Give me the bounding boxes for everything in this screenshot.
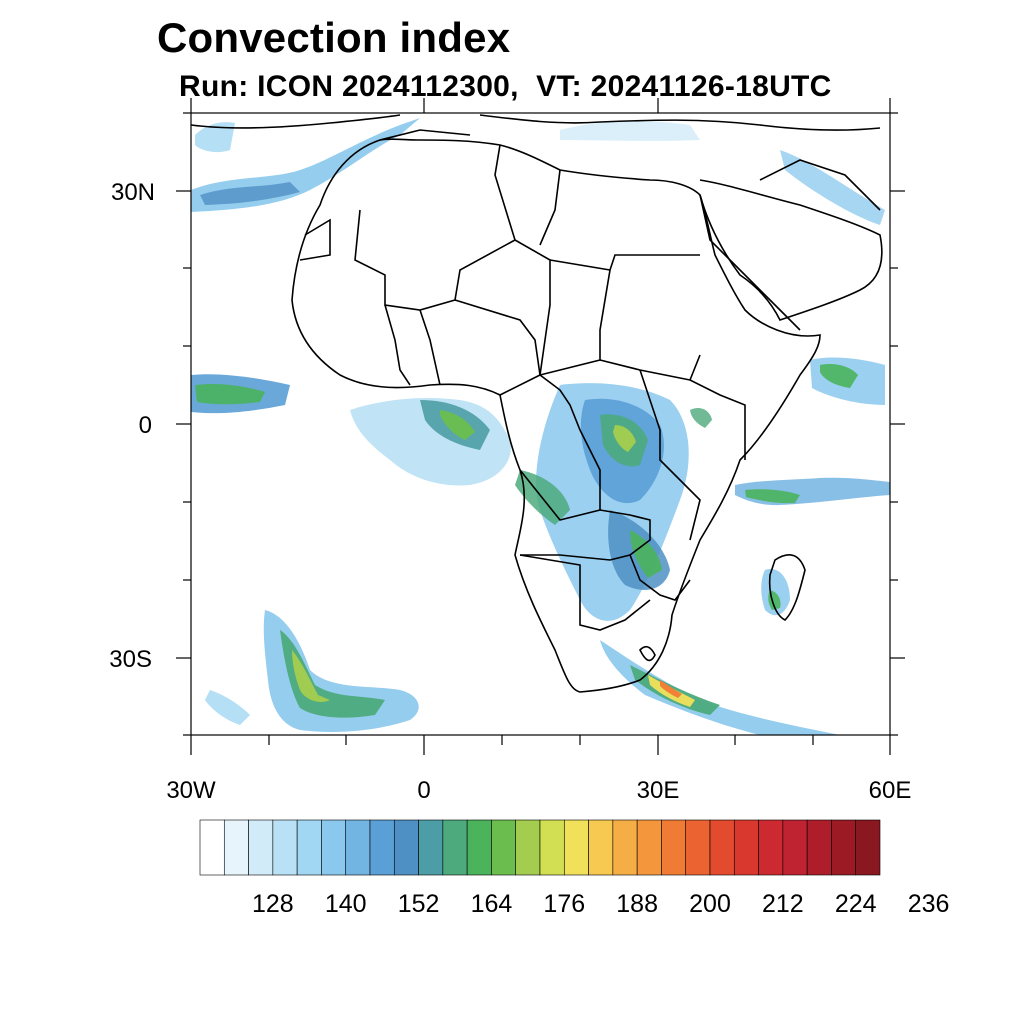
lon-label-30w: 30W xyxy=(166,777,216,804)
colorbar-tick-label: 128 xyxy=(252,890,294,918)
colorbar-box xyxy=(369,819,395,876)
lon-label-60e: 60E xyxy=(869,777,912,804)
colorbar-box xyxy=(636,819,662,876)
colorbar-box xyxy=(612,819,638,876)
colorbar-tick-label: 140 xyxy=(325,890,367,918)
colorbar-box xyxy=(709,819,735,876)
lat-label-30n: 30N xyxy=(111,179,155,206)
map-title: Convection index xyxy=(157,14,511,61)
colorbar-tick-label: 212 xyxy=(762,890,804,918)
colorbar-box xyxy=(685,819,711,876)
colorbar-box xyxy=(418,819,444,876)
colorbar-box xyxy=(248,819,274,876)
colorbar-box xyxy=(806,819,832,876)
colorbar-box xyxy=(393,819,419,876)
colorbar-box xyxy=(199,819,225,876)
colorbar-box xyxy=(442,819,468,876)
lon-label-30e: 30E xyxy=(637,777,680,804)
lon-label-0: 0 xyxy=(417,777,430,804)
colorbar-box xyxy=(466,819,492,876)
colorbar-tick-label: 236 xyxy=(908,890,950,918)
colorbar-box xyxy=(588,819,614,876)
lat-label-30s: 30S xyxy=(109,646,152,673)
colorbar-box xyxy=(296,819,322,876)
colorbar-tick-label: 176 xyxy=(543,890,585,918)
colorbar-tick-label: 224 xyxy=(835,890,877,918)
colorbar-box xyxy=(345,819,371,876)
colorbar-box xyxy=(855,819,881,876)
colorbar-box xyxy=(491,819,517,876)
colorbar-box xyxy=(758,819,784,876)
colorbar-tick-label: 188 xyxy=(616,890,658,918)
colorbar-box xyxy=(321,819,347,876)
lat-label-0: 0 xyxy=(139,412,152,439)
colorbar-box xyxy=(515,819,541,876)
colorbar-box xyxy=(223,819,249,876)
colorbar-tick-label: 152 xyxy=(398,890,440,918)
colorbar-box xyxy=(733,819,759,876)
axis-ticks xyxy=(176,98,905,755)
colorbar-box xyxy=(539,819,565,876)
colorbar xyxy=(199,819,881,876)
colorbar-box xyxy=(272,819,298,876)
colorbar-labels: 128 140 152 164 176 188 200 212 224 236 xyxy=(252,890,949,918)
country-borders xyxy=(191,114,883,693)
colorbar-box xyxy=(831,819,857,876)
colorbar-box xyxy=(661,819,687,876)
colorbar-box xyxy=(782,819,808,876)
colorbar-tick-label: 164 xyxy=(471,890,513,918)
colorbar-tick-label: 200 xyxy=(689,890,731,918)
colorbar-box xyxy=(563,819,589,876)
convection-shading xyxy=(191,118,890,735)
map-subtitle: Run: ICON 2024112300, VT: 20241126-18UTC xyxy=(179,70,832,103)
